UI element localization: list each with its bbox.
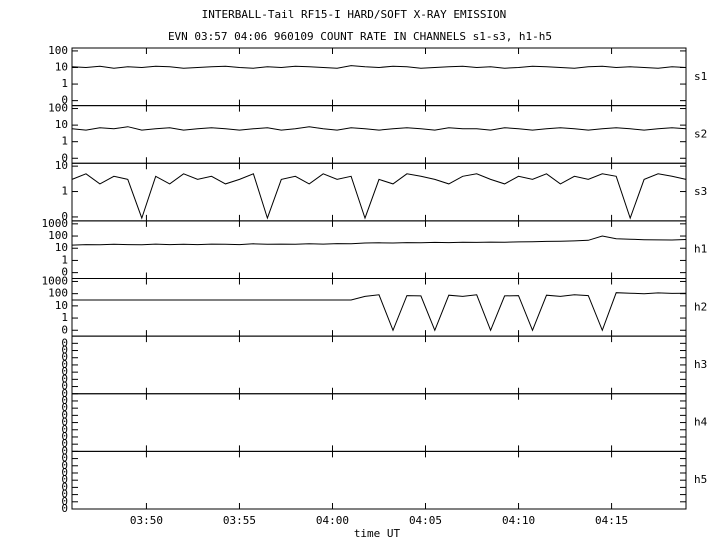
y-tick-label: 0 (61, 336, 68, 349)
y-tick-label: 0 (61, 401, 68, 414)
panel-name: h2 (694, 300, 707, 313)
y-tick-label: 0 (61, 94, 68, 107)
y-tick-label: 1 (61, 185, 68, 198)
y-tick-label: 10 (55, 241, 68, 254)
y-tick-label: 0 (61, 266, 68, 279)
y-tick-label: 1 (61, 135, 68, 148)
y-tick-label: 0 (61, 473, 68, 486)
y-tick-label: 10 (55, 60, 68, 73)
y-tick-label: 0 (61, 444, 68, 457)
y-tick-label: 1 (61, 77, 68, 90)
y-tick-label: 0 (61, 344, 68, 357)
y-tick-label: 1 (61, 311, 68, 324)
data-line (72, 292, 687, 332)
y-tick-label: 0 (61, 387, 68, 400)
panel-name: h3 (694, 358, 707, 371)
y-tick-label: 0 (61, 210, 68, 223)
y-tick-label: 1000 (42, 217, 69, 230)
y-tick-label: 0 (61, 416, 68, 429)
y-tick-label: 0 (61, 351, 68, 364)
y-tick-label: 100 (48, 229, 68, 242)
y-tick-label: 0 (61, 452, 68, 465)
panel-name: s3 (694, 185, 707, 198)
x-axis-label: time UT (354, 527, 401, 540)
y-tick-label: 0 (61, 430, 68, 443)
x-tick-label: 04:05 (409, 514, 442, 527)
x-tick-label: 04:10 (502, 514, 535, 527)
y-tick-label: 0 (61, 495, 68, 508)
y-tick-label: 0 (61, 380, 68, 393)
data-line (71, 126, 687, 131)
y-tick-label: 1000 (42, 274, 69, 287)
chart-subtitle: EVN 03:57 04:06 960109 COUNT RATE IN CHA… (168, 30, 552, 43)
y-tick-label: 100 (48, 102, 68, 115)
panel-name: s1 (694, 70, 707, 83)
data-line (71, 173, 687, 220)
y-tick-label: 0 (61, 358, 68, 371)
y-tick-label: 10 (55, 299, 68, 312)
y-tick-label: 0 (61, 394, 68, 407)
y-tick-label: 100 (48, 44, 68, 57)
panel-name: s2 (694, 127, 707, 140)
y-tick-label: 10 (55, 159, 68, 172)
x-tick-label: 03:55 (223, 514, 256, 527)
x-tick-label: 04:00 (316, 514, 349, 527)
y-tick-label: 0 (61, 365, 68, 378)
y-tick-label: 0 (61, 323, 68, 336)
y-tick-label: 0 (61, 459, 68, 472)
x-tick-label: 04:15 (595, 514, 628, 527)
y-tick-label: 0 (61, 502, 68, 515)
y-tick-label: 0 (61, 437, 68, 450)
data-line (71, 65, 687, 69)
y-tick-label: 10 (55, 118, 68, 131)
panel-name: h4 (694, 416, 708, 429)
y-tick-label: 0 (61, 480, 68, 493)
y-tick-label: 1 (61, 253, 68, 266)
panel-name: h5 (694, 473, 707, 486)
y-tick-label: 0 (61, 423, 68, 436)
y-tick-label: 0 (61, 466, 68, 479)
y-tick-label: 0 (61, 488, 68, 501)
panel-name: h1 (694, 243, 707, 256)
y-tick-label: 100 (48, 287, 68, 300)
x-tick-label: 03:50 (130, 514, 163, 527)
y-tick-label: 0 (61, 151, 68, 164)
y-tick-label: 0 (61, 372, 68, 385)
chart-title: INTERBALL-Tail RF15-I HARD/SOFT X-RAY EM… (202, 8, 507, 21)
data-line (71, 235, 687, 246)
y-tick-label: 0 (61, 408, 68, 421)
